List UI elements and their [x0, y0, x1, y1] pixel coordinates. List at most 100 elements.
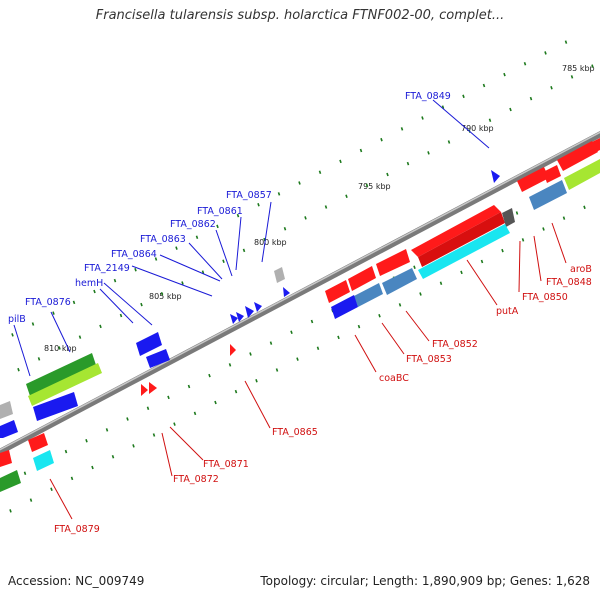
tick-mark [398, 303, 402, 307]
gene-green-below[interactable] [0, 470, 21, 492]
gene-red-below-2[interactable] [141, 384, 148, 396]
gene-blue-a[interactable] [331, 295, 358, 319]
gene-FTA_0849[interactable] [491, 170, 500, 183]
label-pilB[interactable]: pilB [8, 314, 26, 325]
tick-mark [386, 172, 389, 177]
tick-mark [277, 192, 281, 196]
tick-mark [298, 181, 301, 185]
gene-steel-far[interactable] [529, 180, 567, 210]
tick-mark [195, 235, 199, 240]
gene-cyan-a[interactable] [418, 224, 510, 279]
label-hemH[interactable]: hemH [75, 278, 103, 289]
tick-mark [339, 159, 342, 164]
tick-mark [310, 319, 314, 324]
gene-red-b[interactable] [348, 266, 376, 291]
gene-gray-left[interactable] [0, 401, 13, 419]
tick-mark [400, 127, 404, 131]
gene-red-c[interactable] [325, 280, 350, 303]
gene-red-below-4[interactable] [28, 433, 48, 452]
tick-mark [318, 170, 322, 174]
label-FTA_0850[interactable]: FTA_0850 [522, 292, 568, 303]
tick-mark [216, 224, 219, 229]
tick-mark [228, 363, 232, 367]
genome-backbone [0, 130, 600, 456]
gene-gray-small[interactable] [274, 267, 285, 283]
label-putA[interactable]: putA [496, 306, 519, 317]
gene-small-blue-2[interactable] [236, 312, 244, 322]
label-coaBC[interactable]: coaBC [379, 373, 409, 384]
tick-mark [529, 96, 533, 101]
gene-lime-far[interactable] [564, 159, 600, 190]
label-FTA_0861[interactable]: FTA_0861 [197, 206, 243, 217]
tick-mark [501, 248, 504, 253]
label-FTA_0863[interactable]: FTA_0863 [140, 234, 186, 245]
tick-mark [544, 51, 547, 55]
gene-red-below-5[interactable] [0, 450, 12, 467]
gene-putA-upper[interactable] [411, 205, 501, 257]
label-FTA_0848[interactable]: FTA_0848 [546, 277, 592, 288]
label-FTA_0852[interactable]: FTA_0852 [432, 339, 478, 350]
gene-blue-e[interactable] [0, 420, 18, 438]
tick-mark [93, 289, 96, 294]
tick-mark [509, 107, 512, 112]
gene-lime-a[interactable] [28, 363, 102, 406]
gene-small-blue-1[interactable] [230, 314, 238, 324]
gene-steel-b[interactable] [354, 283, 383, 307]
tick-mark [257, 202, 260, 207]
tick-mark [480, 259, 484, 264]
label-FTA_0876[interactable]: FTA_0876 [25, 297, 71, 308]
gene-red-far1[interactable] [557, 141, 598, 171]
tick-mark [173, 422, 176, 426]
gene-red-far3[interactable] [543, 165, 561, 183]
tick-mark [365, 183, 369, 188]
gene-small-blue-4[interactable] [254, 302, 262, 312]
label-FTA_0862[interactable]: FTA_0862 [170, 219, 216, 230]
gene-green-a[interactable] [26, 353, 96, 396]
label-FTA_0853[interactable]: FTA_0853 [406, 354, 452, 365]
label-FTA_0879[interactable]: FTA_0879 [54, 524, 100, 535]
gene-cyan-below[interactable] [33, 450, 54, 471]
tick-mark [523, 62, 527, 66]
tick-mark [175, 246, 178, 250]
leader-lines-bottom [49, 222, 567, 520]
leader-lines-top [13, 99, 490, 377]
gene-small-blue-5[interactable] [283, 287, 290, 297]
tick-mark [105, 428, 109, 432]
label-FTA_0864[interactable]: FTA_0864 [111, 249, 157, 260]
label-aroB[interactable]: aroB [570, 264, 592, 275]
tick-mark [378, 313, 381, 318]
gene-red-a[interactable] [376, 249, 410, 276]
gene-blue-c[interactable] [136, 332, 162, 356]
tick-mark [78, 335, 82, 339]
label-FTA_0872[interactable]: FTA_0872 [173, 474, 219, 485]
tick-mark [52, 311, 55, 315]
label-FTA_0871[interactable]: FTA_0871 [203, 459, 249, 470]
tick-mark [427, 151, 430, 155]
gene-red-edge[interactable] [590, 138, 600, 153]
tick-mark [316, 346, 320, 351]
scale-label-805: 805 kbp [149, 292, 182, 301]
tick-mark [255, 379, 258, 383]
gene-arrow-red[interactable] [418, 212, 505, 267]
gene-small-blue-3[interactable] [245, 306, 254, 318]
gene-red-far2[interactable] [517, 167, 549, 192]
gene-red-below-1[interactable] [230, 344, 236, 356]
tick-mark [236, 213, 240, 218]
gene-gray-block[interactable] [502, 208, 515, 227]
tick-mark [462, 94, 465, 99]
gene-red-below-3[interactable] [149, 382, 157, 394]
tick-mark [359, 148, 363, 153]
label-FTA_2149[interactable]: FTA_2149 [84, 263, 130, 274]
tick-mark [152, 433, 156, 437]
label-FTA_0865[interactable]: FTA_0865 [272, 427, 318, 438]
label-FTA_0849[interactable]: FTA_0849 [405, 91, 451, 102]
gene-blue-b[interactable] [33, 392, 78, 421]
tick-mark [242, 248, 246, 253]
gene-blue-d[interactable] [146, 349, 170, 368]
gene-steel-a[interactable] [382, 268, 417, 295]
tick-mark [570, 75, 574, 79]
tick-mark [550, 86, 553, 90]
tick-mark [441, 105, 445, 109]
label-FTA_0857[interactable]: FTA_0857 [226, 190, 272, 201]
tick-mark [23, 471, 27, 476]
